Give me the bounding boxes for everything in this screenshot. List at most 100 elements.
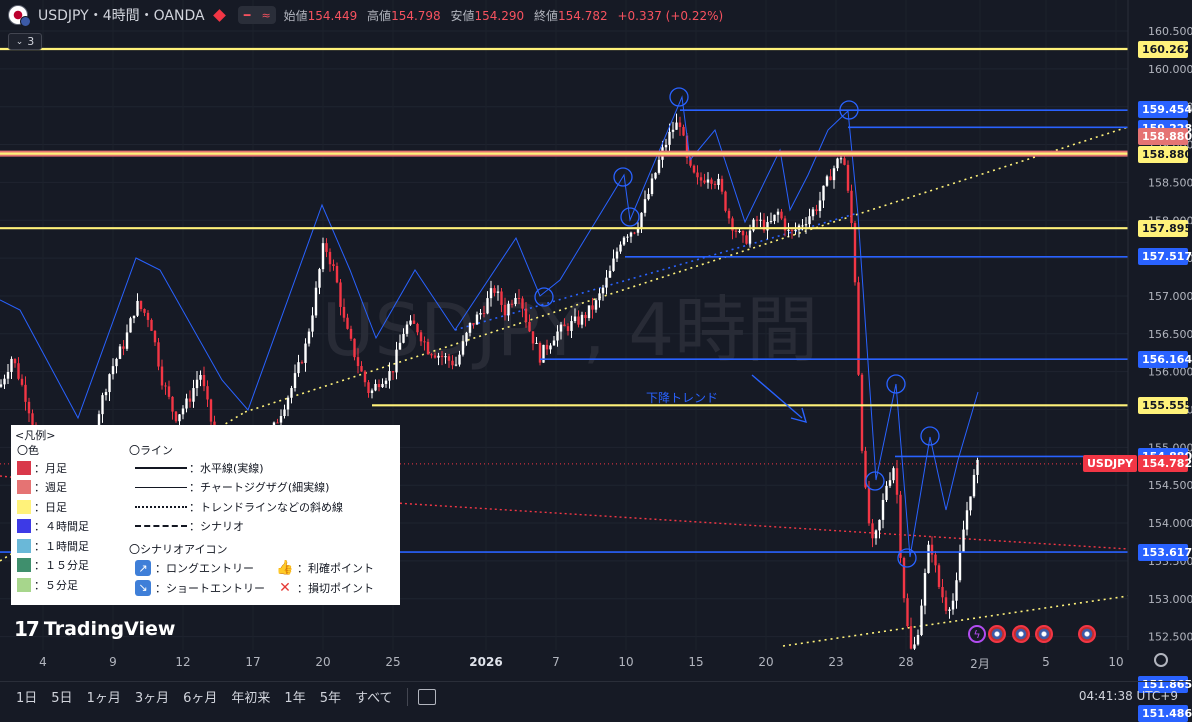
candle <box>290 388 292 398</box>
candle <box>871 523 873 538</box>
candle <box>409 321 411 325</box>
legend-color-item: ：週足 <box>17 478 89 498</box>
brand-name: TradingView <box>44 618 176 640</box>
timeframe-button[interactable]: すべて <box>355 687 393 706</box>
candle <box>500 291 502 304</box>
candle <box>910 626 912 649</box>
lightning-event-icon[interactable]: ϟ <box>968 625 986 643</box>
timeframe-button[interactable]: 3ヶ月 <box>135 687 169 706</box>
long-entry-icon: ↗ <box>135 560 151 576</box>
timeframe-button[interactable]: 5日 <box>51 687 72 706</box>
color-swatch <box>17 500 31 514</box>
candle <box>948 610 950 611</box>
candle <box>525 309 527 322</box>
candle <box>770 221 772 222</box>
candle <box>595 300 597 309</box>
candle <box>665 145 667 147</box>
candle <box>567 326 569 331</box>
legend-color-label: ：４時間足 <box>34 518 89 534</box>
candle <box>700 177 702 180</box>
candle <box>511 304 513 305</box>
price-tick-label: 153.000 <box>1148 593 1192 606</box>
legend-icon-label: ：損切ポイント <box>297 580 374 596</box>
timeframe-button[interactable]: 1日 <box>16 687 37 706</box>
candle <box>385 381 387 384</box>
us-event-icon[interactable] <box>988 625 1006 643</box>
ohlc-readout: 始値154.449 高値154.798 安値154.290 終値154.782 … <box>284 7 724 24</box>
candle <box>126 332 128 348</box>
trendline-red[interactable] <box>380 502 1128 549</box>
candle <box>161 367 163 386</box>
candle <box>294 373 296 388</box>
wave-icon[interactable]: ≈ <box>259 9 273 22</box>
timeframe-button[interactable]: 年初来 <box>231 687 270 706</box>
legend-icon-item: 👍：利確ポイント <box>271 559 374 579</box>
price-tick-label: 156.500 <box>1148 328 1192 341</box>
candle <box>605 278 607 288</box>
candle <box>521 298 523 308</box>
high-value: 154.798 <box>391 9 441 23</box>
legend-icon-label: ：利確ポイント <box>297 560 374 576</box>
legend-color-label: ：月足 <box>34 460 67 476</box>
candle <box>801 225 803 226</box>
candle <box>392 371 394 372</box>
thumbs-up-icon: 👍 <box>277 560 293 576</box>
candle <box>462 342 464 355</box>
candle <box>721 179 723 192</box>
candle <box>651 178 653 194</box>
candle <box>430 354 432 355</box>
candle <box>532 331 534 343</box>
close-label: 終値 <box>534 9 558 23</box>
candle <box>563 325 565 327</box>
legend-color-item: ：日足 <box>17 497 89 517</box>
time-tick-label: 17 <box>245 655 260 669</box>
candle <box>448 356 450 361</box>
candle <box>791 230 793 231</box>
candle <box>829 176 831 180</box>
candle <box>938 565 940 587</box>
bottom-toolbar: 1日 5日 1ヶ月 3ヶ月 6ヶ月年初来 1年 5年すべて 04:41:38 UTC+9 <box>0 681 1192 711</box>
candle <box>280 416 282 423</box>
candle <box>920 606 922 635</box>
minus-icon[interactable]: ━ <box>240 9 254 22</box>
gear-icon[interactable] <box>1154 653 1168 667</box>
candle <box>668 132 670 145</box>
candle <box>885 486 887 500</box>
timeframe-button[interactable]: 6ヶ月 <box>183 687 217 706</box>
legend-line-item: ：水平線(実線) <box>129 458 374 478</box>
clock[interactable]: 04:41:38 UTC+9 <box>1079 689 1178 703</box>
candle <box>889 480 891 486</box>
us-event-icon[interactable] <box>1078 625 1096 643</box>
timeframe-button[interactable]: 5年 <box>320 687 341 706</box>
indicator-toggle[interactable]: ⌄3 <box>8 33 42 50</box>
candle <box>560 325 562 332</box>
us-event-icon[interactable] <box>1012 625 1030 643</box>
candle <box>441 356 443 357</box>
timeframe-button[interactable]: 1年 <box>284 687 305 706</box>
candle <box>315 288 317 316</box>
candle <box>283 409 285 416</box>
swing-point-circle[interactable] <box>921 427 939 445</box>
candle <box>490 288 492 298</box>
timeframe-button[interactable]: 1ヶ月 <box>87 687 121 706</box>
tradingview-logo[interactable]: 17 TradingView <box>14 617 175 641</box>
candle <box>518 298 520 299</box>
candle <box>483 313 485 314</box>
candle <box>122 346 124 348</box>
candle <box>31 413 33 424</box>
candle <box>679 123 681 127</box>
candle <box>406 325 408 334</box>
candle <box>504 305 506 315</box>
line-style-sample <box>135 467 187 469</box>
us-event-icon[interactable] <box>1035 625 1053 643</box>
candle <box>469 323 471 333</box>
candle <box>917 635 919 644</box>
symbol-title[interactable]: USDJPY・4時間・OANDA <box>38 5 205 25</box>
calendar-icon[interactable] <box>418 689 436 705</box>
market-status-icon <box>213 9 226 22</box>
quick-trade-pill[interactable]: ━ ≈ <box>238 6 276 24</box>
trendline-daily-lower[interactable] <box>783 596 1128 646</box>
candle <box>556 332 558 341</box>
candle <box>360 366 362 371</box>
